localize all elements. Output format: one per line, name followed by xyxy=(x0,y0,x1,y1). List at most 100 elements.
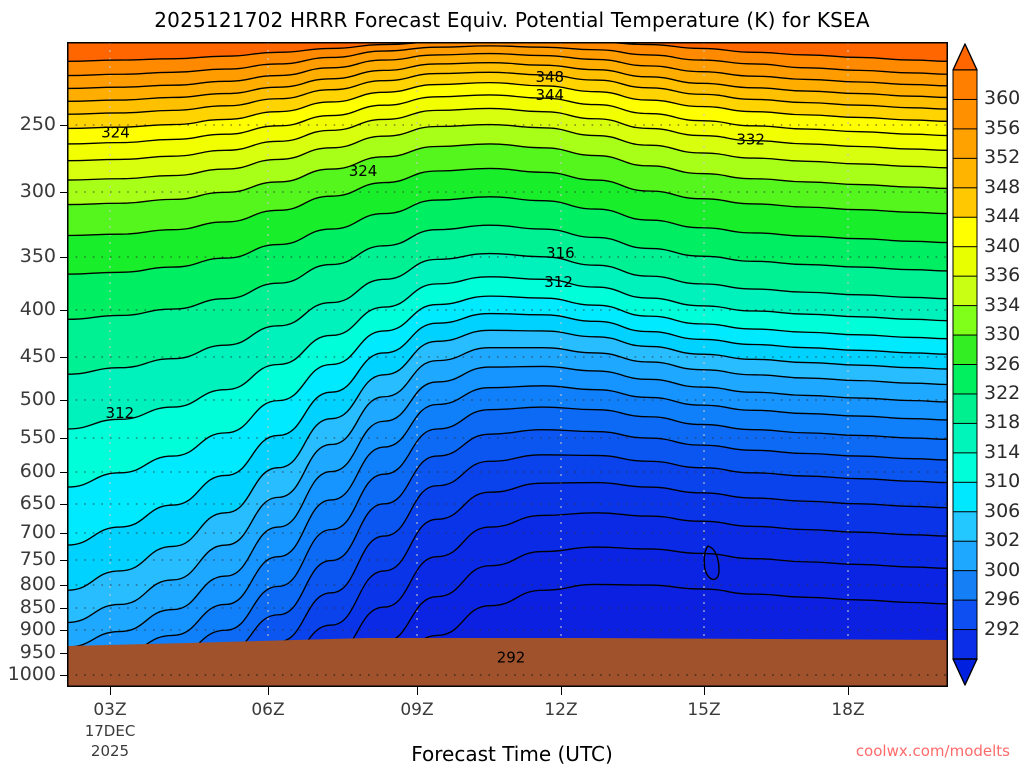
x-axis-title: Forecast Time (UTC) xyxy=(411,742,613,766)
colorbar-segment xyxy=(952,275,978,307)
colorbar-under-arrow xyxy=(952,658,978,686)
y-axis-tick-mark xyxy=(60,438,67,439)
y-axis-tick-mark xyxy=(60,310,67,311)
colorbar-tick-label: 336 xyxy=(984,264,1021,287)
colorbar-segment xyxy=(952,481,978,513)
colorbar-segment xyxy=(952,216,978,248)
x-axis-tick-label: 15Z xyxy=(687,700,721,720)
y-axis-tick-mark xyxy=(60,192,67,193)
y-axis-tick-mark xyxy=(60,400,67,401)
y-axis-tick-label: 450 xyxy=(19,345,56,367)
y-axis-tick-mark xyxy=(60,653,67,654)
colorbar-tick-label: 360 xyxy=(984,87,1021,110)
contour-label: 324 xyxy=(349,162,378,180)
x-axis-tick-mark xyxy=(704,687,705,695)
y-axis-tick-mark xyxy=(60,675,67,676)
colorbar-tick-label: 318 xyxy=(984,411,1021,434)
y-axis-tick-label: 750 xyxy=(19,548,56,570)
x-axis-tick-label: 18Z xyxy=(831,700,865,720)
colorbar-segment xyxy=(952,452,978,484)
y-axis-tick-label: 350 xyxy=(19,245,56,267)
y-axis-tick-label: 300 xyxy=(19,180,56,202)
colorbar-segment xyxy=(952,98,978,130)
colorbar-segment xyxy=(952,393,978,425)
x-axis-tick-label: 06Z xyxy=(251,700,285,720)
y-axis-tick-label: 700 xyxy=(19,521,56,543)
y-axis-tick-label: 550 xyxy=(19,426,56,448)
colorbar-segment xyxy=(952,305,978,336)
contour-label: 316 xyxy=(546,244,575,262)
contour-label: 312 xyxy=(544,273,573,291)
colorbar-tick-label: 314 xyxy=(984,440,1021,463)
y-axis-tick-mark xyxy=(60,125,67,126)
contour-label: 312 xyxy=(106,404,135,422)
colorbar xyxy=(952,42,978,687)
x-axis-tick-mark xyxy=(561,687,562,695)
colorbar-segment xyxy=(952,599,978,631)
y-axis-tick-label: 1000 xyxy=(7,663,56,685)
colorbar-labels: 360 356 352 348 344 340 336 334 330 326 322 318 314 3… xyxy=(980,42,1024,687)
x-axis-tick-mark xyxy=(848,687,849,695)
colorbar-tick-label: 334 xyxy=(984,293,1021,316)
colorbar-segment xyxy=(952,128,978,160)
colorbar-tick-label: 344 xyxy=(984,205,1021,228)
x-axis-tick-label: 09Z xyxy=(400,700,434,720)
y-axis-tick-label: 950 xyxy=(19,641,56,663)
y-axis-tick-label: 250 xyxy=(19,113,56,135)
colorbar-tick-label: 310 xyxy=(984,470,1021,493)
y-axis-tick-mark xyxy=(60,257,67,258)
x-axis-date-line2: 2025 xyxy=(90,742,130,760)
credit-watermark: coolwx.com/modelts xyxy=(855,742,1010,760)
colorbar-segment xyxy=(952,246,978,278)
colorbar-segment xyxy=(952,364,978,395)
colorbar-over-arrow xyxy=(952,43,978,71)
colorbar-swatches xyxy=(952,43,978,686)
colorbar-segment xyxy=(952,187,978,219)
x-axis-tick-mark xyxy=(110,687,111,695)
colorbar-tick-label: 348 xyxy=(984,175,1021,198)
y-axis-tick-label: 900 xyxy=(19,618,56,640)
y-axis-tick-mark xyxy=(60,472,67,473)
y-axis-tick-mark xyxy=(60,560,67,561)
colorbar-tick-label: 340 xyxy=(984,234,1021,257)
colorbar-tick-label: 292 xyxy=(984,617,1021,640)
contour-label: 324 xyxy=(101,123,130,141)
y-axis-tick-label: 850 xyxy=(19,596,56,618)
contour-label: 344 xyxy=(535,86,564,104)
x-axis-tick-label: 03Z xyxy=(93,700,127,720)
x-axis-tick-mark xyxy=(268,687,269,695)
y-axis-tick-label: 400 xyxy=(19,298,56,320)
colorbar-tick-label: 330 xyxy=(984,323,1021,346)
y-axis-tick-mark xyxy=(60,357,67,358)
colorbar-segment xyxy=(952,69,978,101)
y-axis-tick-label: 800 xyxy=(19,573,56,595)
contour-label: 292 xyxy=(497,648,526,666)
colorbar-tick-label: 326 xyxy=(984,352,1021,375)
colorbar-tick-label: 296 xyxy=(984,588,1021,611)
y-axis-tick-label: 650 xyxy=(19,492,56,514)
plot-area: 324 324 332 348 344 316 312 312 292 xyxy=(67,42,948,687)
y-axis-tick-label: 600 xyxy=(19,460,56,482)
colorbar-segment xyxy=(952,334,978,366)
page-title: 2025121702 HRRR Forecast Equiv. Potentia… xyxy=(154,8,870,32)
colorbar-tick-label: 300 xyxy=(984,558,1021,581)
colorbar-segment xyxy=(952,540,978,572)
x-axis-tick-label: 12Z xyxy=(544,700,578,720)
y-axis-tick-label: 500 xyxy=(19,388,56,410)
y-axis-tick-mark xyxy=(60,533,67,534)
contour-label: 332 xyxy=(736,131,765,149)
colorbar-tick-label: 352 xyxy=(984,146,1021,169)
colorbar-tick-label: 302 xyxy=(984,529,1021,552)
colorbar-tick-label: 356 xyxy=(984,116,1021,139)
contour-label: 348 xyxy=(535,68,564,86)
y-axis-tick-mark xyxy=(60,504,67,505)
colorbar-segment xyxy=(952,157,978,189)
colorbar-tick-label: 306 xyxy=(984,499,1021,522)
colorbar-segment xyxy=(952,629,978,660)
y-axis-tick-mark xyxy=(60,630,67,631)
colorbar-tick-label: 322 xyxy=(984,381,1021,404)
colorbar-segment xyxy=(952,570,978,602)
y-axis-tick-mark xyxy=(60,608,67,609)
